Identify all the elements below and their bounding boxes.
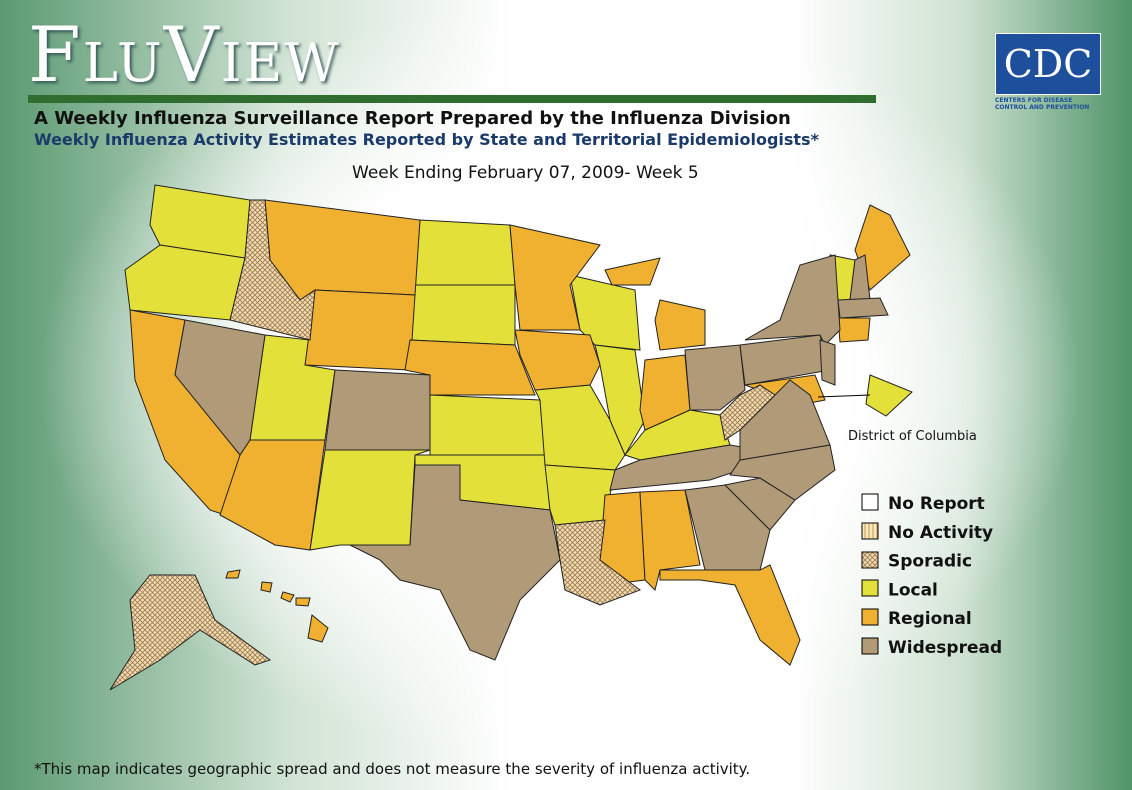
legend: No Report No Activity Sporadic Local Regiona…: [861, 493, 1002, 658]
regional-states: [129, 199, 911, 666]
subtitle: A Weekly Influenza Surveillance Report P…: [34, 108, 791, 129]
widespread-states: [174, 254, 889, 661]
footnote: *This map indicates geographic spread an…: [34, 760, 751, 778]
local-states: [124, 184, 913, 551]
legend-swatch: [861, 522, 879, 540]
legend-label: Local: [888, 580, 938, 600]
legend-swatch: [861, 637, 879, 655]
dc-pointer: [817, 394, 871, 398]
logo: CDC: [1003, 42, 1093, 86]
legend-swatch: [861, 493, 879, 511]
subtitle2: Weekly Influenza Activity Estimates Repo…: [34, 130, 819, 149]
legend-swatch: [861, 608, 879, 626]
logo-tagline: Centers for Disease Control and Preventi…: [995, 97, 1090, 111]
legend-label: No Activity: [888, 523, 993, 543]
week: Week Ending February 07, 2009- Week 5: [352, 163, 699, 183]
legend-swatch: [861, 551, 879, 569]
legend-swatch: [861, 579, 879, 597]
sporadic-states: [109, 199, 776, 691]
legend-label: Widespread: [888, 638, 1002, 658]
title-rule: [28, 95, 876, 103]
legend-label: Sporadic: [888, 552, 972, 572]
legend-label: No Report: [888, 494, 985, 514]
title: FluView: [28, 10, 341, 99]
dc-label: District of Columbia: [848, 429, 977, 444]
legend-label: Regional: [888, 609, 972, 629]
logo-box: CDC: [995, 33, 1101, 95]
